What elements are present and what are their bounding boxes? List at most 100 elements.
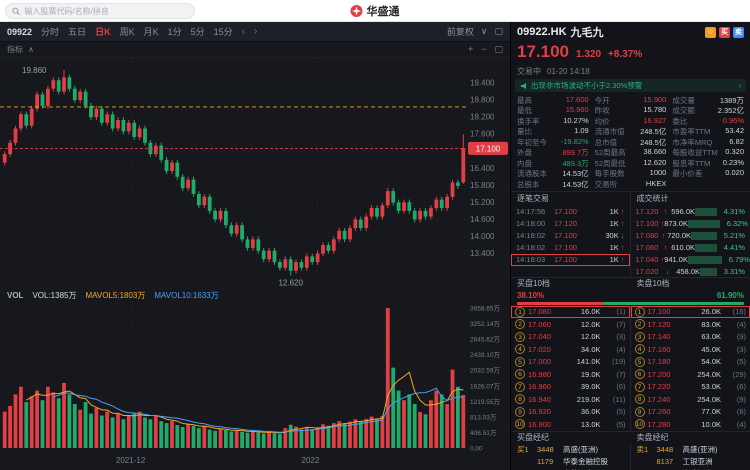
level-volume: 63.0K xyxy=(701,332,721,342)
level-order-count: (7) xyxy=(616,319,626,329)
sell-button[interactable]: 卖 xyxy=(733,26,744,38)
ask-level-row[interactable]: 7 17.220 53.0K (6) xyxy=(631,381,750,394)
sell-brokers-tab[interactable]: 卖盘经纪 xyxy=(636,432,669,442)
volume-stat-row[interactable]: 17.120 ↑ 596.0K 4.31% xyxy=(631,206,750,218)
price-change-pct: +8.37% xyxy=(608,49,643,60)
buy-brokers-tab[interactable]: 买盘经纪 xyxy=(517,432,549,442)
quote-cell: 交易所 HKEX xyxy=(592,179,670,190)
candlestick-chart[interactable]: 19.400 18.800 18.200 17.600 16.400 15.800 15.2… xyxy=(0,58,510,288)
volume-chart[interactable]: 3658.65万 3252.14万 2845.62万 2439.10万 2032.59万… xyxy=(0,302,510,454)
ask-level-row[interactable]: 10 17.280 10.0K (4) xyxy=(631,418,750,431)
tick-row[interactable]: 14:18:02 17.100 30K ↓ xyxy=(511,230,630,242)
chevron-right-icon[interactable]: › xyxy=(253,26,258,37)
volume-stat-row[interactable]: 17.060 ↑ 610.0K 4.41% xyxy=(631,242,750,254)
period-tab-1[interactable]: 五日 xyxy=(68,27,87,37)
x-axis-labels: 2021-12 2022 xyxy=(0,454,510,468)
quote-cell: 流通市值 248.5亿 xyxy=(592,126,670,137)
ask-level-row[interactable]: 5 17.180 54.0K (5) xyxy=(631,356,750,369)
tick-row[interactable]: 14:18:03 17.100 1K ↑ xyxy=(511,253,630,266)
stat-pct: 3.31% xyxy=(723,267,745,276)
level-order-count: (7) xyxy=(616,369,626,379)
fullscreen-icon[interactable]: ▢ xyxy=(494,26,503,36)
ask-level-row[interactable]: 4 17.160 45.0K (3) xyxy=(631,343,750,356)
bid-level-row[interactable]: 10 16.900 13.0K (5) xyxy=(511,418,630,431)
bid-level-row[interactable]: 9 16.920 36.0K (5) xyxy=(511,406,630,419)
period-tab-3[interactable]: 周K xyxy=(119,27,135,37)
notice-more-icon[interactable]: › xyxy=(738,81,742,90)
period-tab-0[interactable]: 分时 xyxy=(41,27,60,37)
volume-stat-row[interactable]: 17.020 ↓ 458.0K 3.31% xyxy=(631,266,750,278)
adjust-caret-icon[interactable]: ∨ xyxy=(480,26,488,36)
alert-notice-bar[interactable]: 出现非市场波动不小于2.30%预警 › xyxy=(515,79,746,92)
bid-level-row[interactable]: 2 17.060 12.0K (7) xyxy=(511,318,630,331)
quote-value: 17.600 xyxy=(565,94,589,104)
period-tab-4[interactable]: 月K xyxy=(143,27,159,37)
volume-stat-row[interactable]: 17.040 ↑ 941.0K 6.79% xyxy=(631,254,750,266)
expand-icon[interactable]: ▢ xyxy=(494,44,503,54)
sell-broker-row[interactable]: 8137 工银亚洲 xyxy=(631,456,750,468)
search-box[interactable] xyxy=(5,3,195,19)
period-tab-2[interactable]: 日K xyxy=(95,27,111,37)
tick-time: 14:18:02 xyxy=(516,243,546,252)
watchlist-add-icon[interactable]: ☆ xyxy=(705,26,716,38)
tick-price: 17.100 xyxy=(554,243,577,252)
vol-indicator-label[interactable]: VOL xyxy=(7,290,24,300)
up-arrow-icon: ↑ xyxy=(620,207,625,216)
bid-level-row[interactable]: 8 16.940 219.0K (11) xyxy=(511,393,630,406)
indicator-label[interactable]: 指标 xyxy=(7,45,23,54)
quote-value: 0.320 xyxy=(725,147,745,157)
quote-cell: 年初至今 -19.82% xyxy=(514,137,592,148)
bid-10-tab[interactable]: 买盘10档 xyxy=(517,278,550,288)
up-arrow-icon: ↑ xyxy=(620,243,625,252)
quote-value: 16.927 xyxy=(643,115,667,125)
volume-stats-panel: 成交统计 17.120 ↑ 596.0K 4.31% 17.100 ↑ 873.0K 6.32… xyxy=(631,192,750,277)
svg-text:1626.07万: 1626.07万 xyxy=(470,382,500,390)
period-tab-5[interactable]: 1分 xyxy=(167,27,182,37)
search-input[interactable] xyxy=(24,6,188,16)
adjust-mode-dropdown[interactable]: 前复权 xyxy=(446,27,474,37)
period-tab-7[interactable]: 15分 xyxy=(213,27,233,37)
bid-level-row[interactable]: 1 17.080 16.0K (1) xyxy=(511,305,630,318)
level-price: 17.100 xyxy=(647,307,671,317)
zoom-out-icon[interactable]: − xyxy=(481,44,487,54)
volume-stat-row[interactable]: 17.080 ↑ 720.0K 5.21% xyxy=(631,230,750,242)
volume-stats-title[interactable]: 成交统计 xyxy=(636,193,669,203)
tick-volume: 1K xyxy=(609,243,619,252)
chevron-left-icon[interactable]: ‹ xyxy=(241,26,245,37)
ask-10-tab[interactable]: 卖盘10档 xyxy=(636,278,670,288)
tick-row[interactable]: 14:17:56 17.100 1K ↑ xyxy=(511,206,630,218)
quote-label: 今开 xyxy=(594,95,610,105)
buy-button[interactable]: 买 xyxy=(719,26,730,38)
quote-cell: 每股收益TTM 0.320 xyxy=(669,147,747,158)
quote-cell: 内盘 489.3万 xyxy=(514,158,592,169)
bid-level-row[interactable]: 4 17.020 34.0K (4) xyxy=(511,343,630,356)
level-number: 1 xyxy=(634,306,645,317)
tick-row[interactable]: 14:18:02 17.100 1K ↑ xyxy=(511,242,630,254)
level-price: 17.180 xyxy=(647,357,671,367)
tick-trades-title[interactable]: 逐笔交易 xyxy=(517,193,549,203)
bid-level-row[interactable]: 3 17.040 12.0K (3) xyxy=(511,331,630,344)
quote-cell: 52周最高 38.660 xyxy=(592,147,670,158)
ask-level-row[interactable]: 8 17.240 254.0K (9) xyxy=(631,393,750,406)
bid-level-row[interactable]: 6 16.980 19.0K (7) xyxy=(511,368,630,381)
ask-level-row[interactable]: 3 17.140 63.0K (9) xyxy=(631,331,750,344)
level-price: 17.000 xyxy=(528,357,551,367)
bid-level-row[interactable]: 7 16.960 39.0K (6) xyxy=(511,381,630,394)
ask-level-row[interactable]: 6 17.200 254.0K (29) xyxy=(631,368,750,381)
tick-row[interactable]: 14:18:00 17.120 1K ↑ xyxy=(511,218,630,230)
ask-level-row[interactable]: 2 17.120 83.0K (4) xyxy=(631,318,750,331)
ask-level-row[interactable]: 1 17.100 26.0K (16) xyxy=(630,305,750,318)
volume-stat-row[interactable]: 17.100 ↑ 873.0K 6.32% xyxy=(631,218,750,230)
quote-value: 38.660 xyxy=(643,147,667,157)
sell-broker-row[interactable]: 卖1 3448 高盛(亚洲) xyxy=(631,444,750,456)
period-tab-6[interactable]: 5分 xyxy=(190,27,205,37)
ask-level-row[interactable]: 9 17.260 77.0K (8) xyxy=(631,406,750,419)
zoom-in-icon[interactable]: + xyxy=(467,44,474,54)
collapse-icon[interactable]: ∧ xyxy=(28,45,34,54)
volume-legend: VOL VOL:1385万 MAVOL5:1803万 MAVOL10:1633万 xyxy=(0,288,510,302)
stock-code-tab[interactable]: 09922 xyxy=(7,26,33,37)
buy-broker-row[interactable]: 1179 华泰金融控股 xyxy=(511,456,630,468)
buy-broker-row[interactable]: 买1 3448 高盛(亚洲) xyxy=(511,444,630,456)
bid-level-row[interactable]: 5 17.000 141.0K (19) xyxy=(511,356,630,369)
tick-volume: 30K xyxy=(605,231,619,240)
